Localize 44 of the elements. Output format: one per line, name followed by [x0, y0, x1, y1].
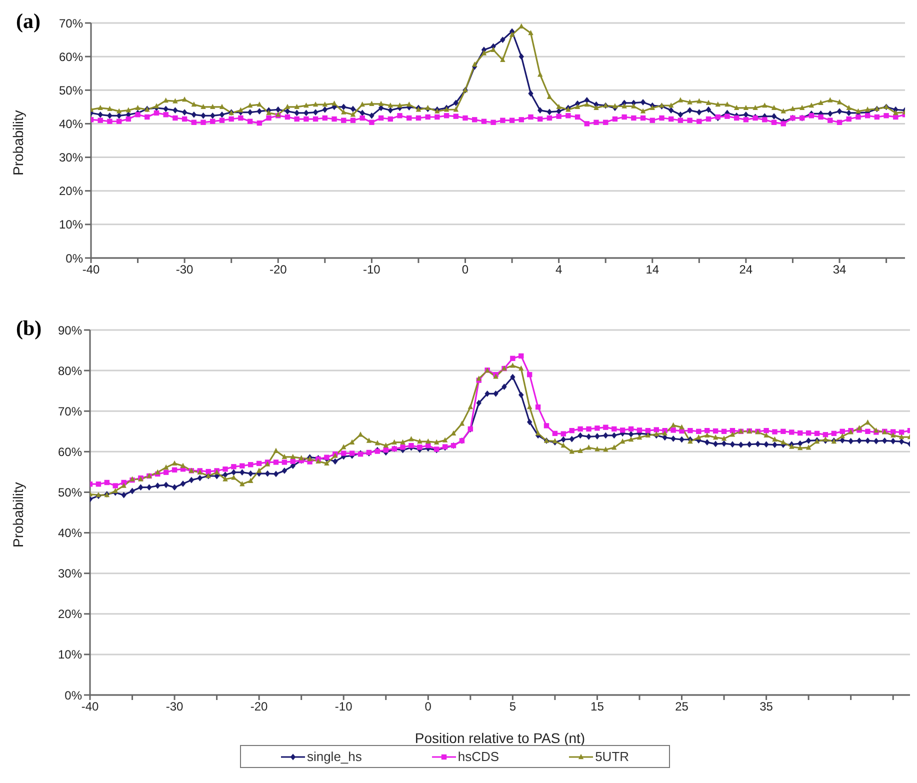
y-tick-label: 90% [58, 323, 82, 338]
y-tick-label: 0% [66, 251, 84, 266]
x-tick-label: -30 [166, 700, 184, 714]
chart-title: (b) [16, 316, 42, 341]
x-tick-label: -40 [81, 700, 99, 714]
x-tick-label: 4 [555, 262, 562, 277]
y-tick-label: 30% [58, 150, 84, 165]
y-tick-label: 10% [58, 648, 82, 662]
legend-label: hsCDS [458, 749, 500, 764]
x-tick-label: 0 [424, 700, 432, 714]
y-tick-label: 40% [58, 526, 82, 540]
x-tick-label: -30 [176, 262, 194, 277]
x-tick-label: -10 [334, 700, 353, 714]
y-tick-label: 10% [58, 218, 84, 232]
y-tick-label: 50% [58, 83, 84, 98]
y-tick-label: 30% [58, 566, 82, 581]
x-tick-label: 35 [760, 700, 774, 714]
y-tick-label: 70% [58, 16, 84, 30]
x-tick-label: -20 [269, 262, 288, 277]
y-tick-label: 20% [58, 607, 82, 622]
y-tick-label: 60% [58, 444, 82, 459]
chart-title: (a) [16, 9, 40, 34]
x-tick-label: -20 [250, 700, 268, 714]
y-tick-label: 0% [64, 688, 82, 702]
x-tick-label: 0 [462, 262, 469, 277]
y-tick-label: 60% [58, 50, 84, 64]
y-tick-label: 50% [58, 485, 82, 500]
x-tick-label: 24 [739, 262, 753, 277]
x-tick-label: -10 [363, 262, 381, 277]
legend-label: single_hs [306, 749, 362, 764]
x-tick-label: 5 [509, 700, 516, 714]
x-tick-label: 25 [675, 700, 689, 714]
x-tick-label: 15 [590, 700, 604, 714]
x-tick-label: 14 [646, 262, 660, 277]
x-axis-title: Position relative to PAS (nt) [414, 730, 586, 746]
y-tick-label: 20% [58, 184, 84, 198]
y-tick-label: 80% [58, 364, 82, 378]
x-tick-label: 34 [832, 262, 846, 277]
y-tick-label: 40% [58, 116, 84, 131]
y-tick-label: 70% [58, 404, 82, 418]
x-tick-label: -40 [82, 262, 100, 277]
y-axis-title: Probability [10, 482, 26, 548]
y-axis-title: Probability [10, 110, 26, 176]
legend-label: 5UTR [595, 749, 630, 764]
